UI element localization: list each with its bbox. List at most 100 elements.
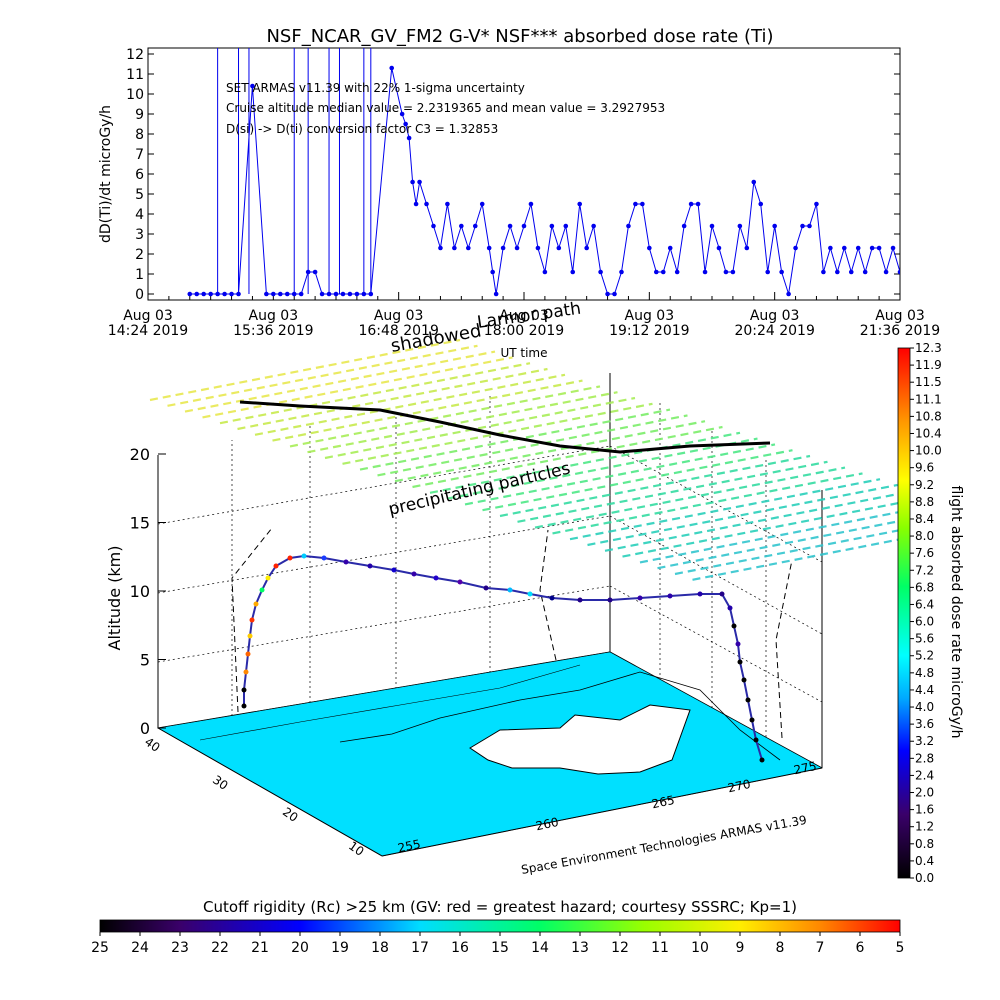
dose-rate-chart: NSF_NCAR_GV_FM2 G-V* NSF*** absorbed dos… (98, 26, 940, 360)
colorbar-tick-label: 0.4 (915, 854, 934, 868)
x-tick-label: Aug 03 (625, 308, 675, 324)
data-point (264, 291, 269, 297)
particle-streak (377, 414, 688, 477)
data-point (208, 291, 213, 297)
y-tick-label: 11 (126, 67, 144, 83)
annotation-line: Cruise altitude median value = 2.2319365… (226, 101, 665, 115)
data-point (751, 179, 757, 185)
colorbar-ticks: 0.0 0.4 0.8 1.2 1.6 2.0 2.4 2.8 3.2 3.6 4.0 4.4 4.8 5… (910, 341, 942, 885)
data-point (667, 245, 673, 251)
colorbar-tick-label: 10.4 (915, 426, 942, 440)
data-point (201, 291, 207, 297)
trajectory-line (243, 554, 763, 761)
data-point (570, 269, 576, 275)
data-point (598, 269, 603, 275)
data-point (361, 291, 367, 297)
colorbar-gradient (897, 347, 911, 879)
y-tick-label: 2 (135, 247, 144, 263)
particle-streak (587, 483, 898, 547)
data-point (612, 291, 617, 297)
data-point (486, 245, 492, 251)
trajectory-point (433, 575, 439, 581)
cutoff-tick-label: 24 (131, 940, 149, 956)
particle-streak (622, 501, 901, 558)
trajectory-point (287, 555, 293, 561)
data-point (674, 269, 680, 275)
colorbar-tick-label: 4.0 (915, 700, 934, 714)
data-point (737, 223, 743, 229)
cutoff-tick-label: 14 (531, 940, 549, 956)
trajectory-point (241, 687, 247, 693)
lon-tick-label: 265 (651, 793, 676, 811)
data-point (368, 291, 374, 297)
data-point (507, 223, 513, 229)
data-point (828, 245, 833, 251)
cutoff-tick-label: 8 (776, 940, 785, 956)
colorbar-tick-label: 6.8 (915, 580, 934, 594)
particle-streak (149, 338, 461, 402)
data-point (250, 83, 255, 89)
data-point (549, 223, 555, 229)
x-tick-label: 15:36 2019 (233, 323, 313, 339)
data-point (688, 201, 694, 207)
data-point (883, 269, 889, 275)
x-tick-label: Aug 03 (750, 308, 800, 324)
particle-streak (534, 466, 846, 529)
colorbar-tick-label: 9.6 (915, 461, 934, 475)
colorbar-tick-label: 5.6 (915, 632, 934, 646)
cutoff-tick-label: 16 (451, 940, 469, 956)
trajectory-point (265, 575, 271, 581)
trajectory-point (249, 617, 255, 623)
colorbar-tick-label: 2.8 (915, 751, 934, 765)
trajectory-point (607, 597, 613, 603)
data-point (236, 291, 241, 297)
cutoff-ticks: 25 24 23 22 21 20 19 18 17 16 15 14 13 12 11 10 9 8 7 6 5 (91, 932, 904, 956)
data-point (556, 245, 562, 251)
y-tick-label: 9 (135, 107, 144, 123)
data-point (841, 245, 847, 251)
data-point (758, 201, 764, 207)
particle-streak (657, 519, 901, 570)
particle-streak (202, 356, 513, 419)
data-point (723, 269, 729, 275)
z-tick-label: 20 (130, 445, 150, 464)
data-point (660, 269, 666, 275)
x-tick-label: Aug 03 (875, 308, 925, 324)
trajectory-point (507, 587, 513, 593)
longitude-axis-line (381, 767, 823, 857)
data-point (424, 201, 429, 207)
data-point (399, 111, 405, 117)
y-tick-label: 4 (135, 207, 144, 223)
data-point (445, 201, 450, 207)
x-tick-label: 21:36 2019 (860, 323, 940, 339)
dose-colorbar: 0.0 0.4 0.8 1.2 1.6 2.0 2.4 2.8 3.2 3.6 4.0 4.4 4.8 5… (897, 341, 964, 885)
lon-tick-label: 260 (535, 815, 560, 833)
particle-streak (289, 385, 601, 448)
coastline (339, 671, 781, 761)
data-point (500, 245, 506, 251)
y-tick-label: 3 (135, 227, 144, 243)
particle-streak (447, 437, 758, 500)
colorbar-tick-label: 12.3 (915, 341, 942, 355)
trajectory-point (411, 571, 417, 577)
data-point (222, 291, 227, 297)
trajectory-point (527, 591, 533, 597)
trajectory-point (301, 553, 307, 559)
y-tick-label: 10 (126, 87, 144, 103)
data-point (410, 179, 415, 185)
data-point (413, 201, 419, 207)
series-line (189, 67, 900, 295)
trajectory-point (727, 605, 733, 611)
data-point (187, 291, 193, 297)
trajectory-point (243, 669, 249, 675)
trajectory-point (321, 555, 327, 561)
trajectory-point (741, 677, 747, 683)
data-point (577, 201, 583, 207)
data-point (619, 269, 624, 275)
colorbar-tick-label: 0.8 (915, 837, 934, 851)
data-point (514, 245, 520, 251)
cutoff-tick-label: 5 (896, 940, 905, 956)
x-tick-label: 14:24 2019 (108, 323, 188, 339)
colorbar-tick-label: 0.0 (915, 871, 934, 885)
